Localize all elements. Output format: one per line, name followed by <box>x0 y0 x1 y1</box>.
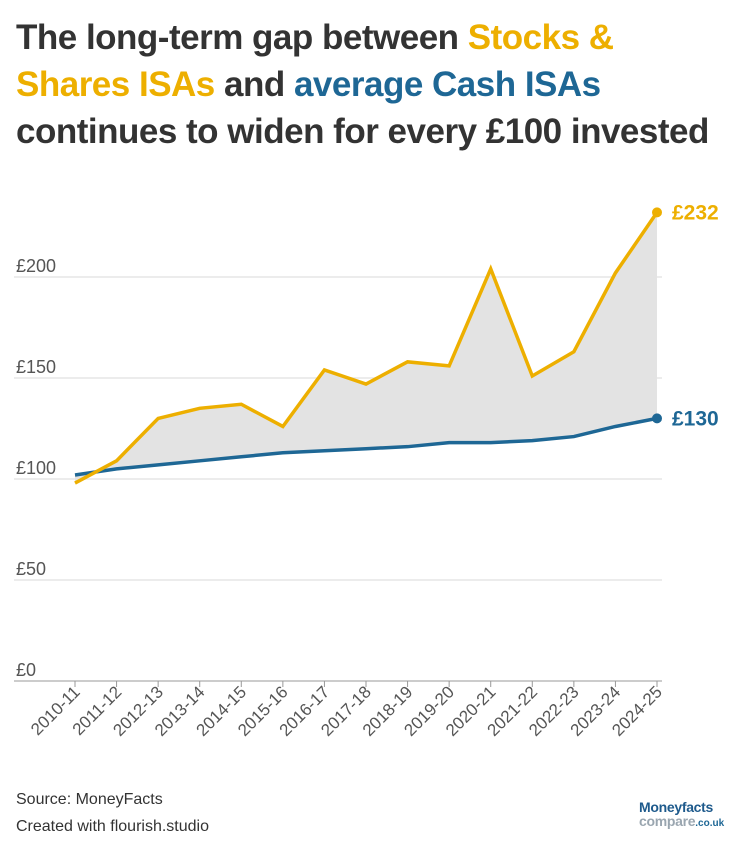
end-value-label: £130 <box>672 407 719 430</box>
credit-link[interactable]: Created with flourish.studio <box>16 818 209 835</box>
chart-title: The long-term gap between Stocks & Share… <box>16 14 726 155</box>
gap-area <box>75 212 657 484</box>
end-point <box>652 207 662 218</box>
title-text: continues to widen for every £100 invest… <box>16 112 709 151</box>
logo-suffix: .co.uk <box>695 818 725 829</box>
y-tick-label: £50 <box>16 559 46 579</box>
series-line-cash <box>74 416 658 477</box>
y-tick-label: £200 <box>16 256 56 276</box>
title-text: and <box>214 65 294 104</box>
title-cash-highlight: average Cash ISAs <box>293 65 601 104</box>
logo-line1: Moneyfacts <box>639 799 714 815</box>
y-tick-label: £0 <box>16 660 36 680</box>
moneyfacts-logo: Moneyfacts compare.co.uk <box>639 800 724 831</box>
title-text: The long-term gap between <box>16 18 468 57</box>
y-tick-label: £150 <box>16 357 56 377</box>
source-note: Source: MoneyFacts <box>16 791 163 808</box>
y-tick-label: £100 <box>16 458 56 478</box>
end-value-label: £232 <box>672 201 719 224</box>
end-point <box>652 413 662 424</box>
title-stocks-highlight: Stocks & Shares ISAs <box>16 18 614 104</box>
logo-line2: compare <box>639 813 696 829</box>
series-line-stocks <box>74 211 659 485</box>
